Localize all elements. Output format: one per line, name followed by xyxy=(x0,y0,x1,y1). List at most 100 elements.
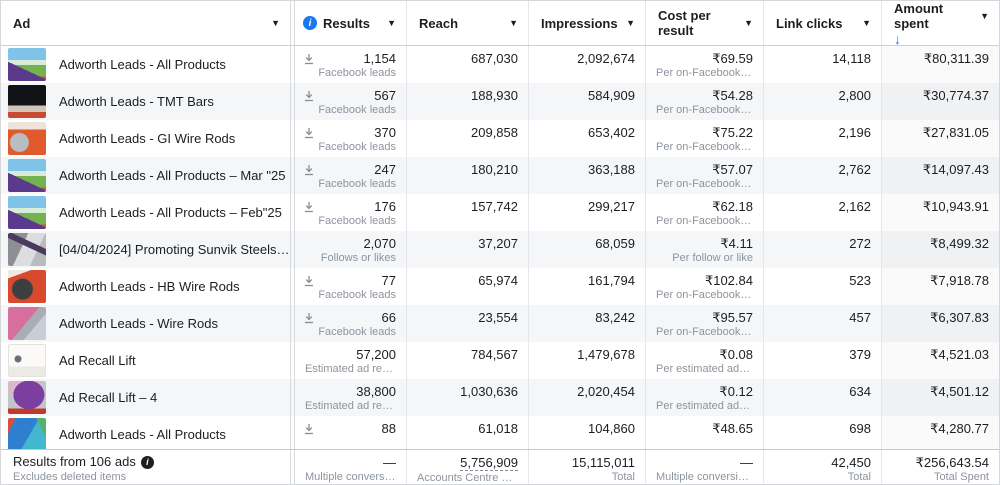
chevron-down-icon[interactable]: ▼ xyxy=(862,18,871,28)
ad-cell[interactable]: Adworth Leads - All Products xyxy=(1,46,290,83)
impressions-value: 2,020,454 xyxy=(577,384,635,399)
reach-cell: 687,030 xyxy=(406,46,528,83)
amount-spent-cell: ₹14,097.43 xyxy=(881,157,999,194)
results-cell: 176 Facebook leads xyxy=(295,194,406,231)
column-header-cost-per-result[interactable]: Cost per result ▼ xyxy=(645,1,763,45)
table-row[interactable]: Ad Recall Lift 57,200 Estimated ad recal… xyxy=(1,342,999,379)
ad-cell[interactable]: Ad Recall Lift – 4 xyxy=(1,379,290,416)
ad-cell[interactable]: Adworth Leads - TMT Bars xyxy=(1,83,290,120)
table-row[interactable]: [04/04/2024] Promoting Sunvik Steels Pvt… xyxy=(1,231,999,268)
ad-name: Adworth Leads - All Products xyxy=(59,427,226,442)
frozen-column-divider xyxy=(290,268,295,305)
table-row[interactable]: Adworth Leads - GI Wire Rods 370 Faceboo… xyxy=(1,120,999,157)
footer-reach-value[interactable]: 5,756,909 xyxy=(460,455,518,471)
results-value: 370 xyxy=(374,125,396,140)
impressions-cell: 363,188 xyxy=(528,157,645,194)
ad-cell[interactable]: Ad Recall Lift xyxy=(1,342,290,379)
download-leads-icon[interactable] xyxy=(303,90,315,102)
cost-per-result-cell: ₹69.59 Per on-Facebook leads xyxy=(645,46,763,83)
table-row[interactable]: Adworth Leads - Wire Rods 66 Facebook le… xyxy=(1,305,999,342)
download-leads-icon[interactable] xyxy=(303,423,315,435)
results-value: 1,154 xyxy=(363,51,396,66)
column-label-ad: Ad xyxy=(13,15,31,31)
reach-value: 209,858 xyxy=(471,125,518,140)
table-row[interactable]: Adworth Leads - HB Wire Rods 77 Facebook… xyxy=(1,268,999,305)
chevron-down-icon[interactable]: ▼ xyxy=(626,18,635,28)
download-leads-icon[interactable] xyxy=(303,53,315,65)
cost-value: ₹4.11 xyxy=(720,236,753,251)
table-row[interactable]: Adworth Leads - All Products 88 61,018 1… xyxy=(1,416,999,449)
download-leads-icon[interactable] xyxy=(303,312,315,324)
link-clicks-cell: 272 xyxy=(763,231,881,268)
footer-clicks-total: 42,450 Total xyxy=(763,450,881,484)
column-header-ad[interactable]: Ad ▼ xyxy=(1,1,290,45)
ad-cell[interactable]: Adworth Leads - All Products – Feb"25 xyxy=(1,194,290,231)
ad-cell[interactable]: Adworth Leads - All Products xyxy=(1,416,290,449)
chevron-down-icon[interactable]: ▼ xyxy=(744,18,753,28)
cost-per-result-cell: ₹48.65 xyxy=(645,416,763,449)
column-header-link-clicks[interactable]: Link clicks ▼ xyxy=(763,1,881,45)
chevron-down-icon[interactable]: ▼ xyxy=(271,18,280,28)
frozen-column-divider xyxy=(290,46,295,83)
column-header-reach[interactable]: Reach ▼ xyxy=(406,1,528,45)
info-icon[interactable]: i xyxy=(303,16,317,30)
chevron-down-icon[interactable]: ▼ xyxy=(387,18,396,28)
footer-cost-caption: Multiple conversions xyxy=(656,471,753,483)
reach-cell: 65,974 xyxy=(406,268,528,305)
download-leads-icon[interactable] xyxy=(303,164,315,176)
ad-name: Adworth Leads - All Products – Feb"25 xyxy=(59,205,282,220)
footer-spent-value: ₹256,643.54 xyxy=(915,455,989,470)
ad-name: Adworth Leads - Wire Rods xyxy=(59,316,218,331)
column-label-reach: Reach xyxy=(419,15,459,31)
link-clicks-cell: 2,196 xyxy=(763,120,881,157)
ad-thumbnail xyxy=(8,48,46,81)
frozen-column-divider xyxy=(290,379,295,416)
results-cell: 57,200 Estimated ad recall lift … xyxy=(295,342,406,379)
cost-caption: Per estimated ad recall… xyxy=(656,363,753,375)
reach-value: 188,930 xyxy=(471,88,518,103)
ad-thumbnail xyxy=(8,159,46,192)
frozen-column-divider xyxy=(290,231,295,268)
impressions-cell: 584,909 xyxy=(528,83,645,120)
column-header-results[interactable]: i Results ▼ xyxy=(295,1,406,45)
frozen-column-divider xyxy=(290,120,295,157)
table-row[interactable]: Adworth Leads - All Products – Feb"25 17… xyxy=(1,194,999,231)
chevron-down-icon[interactable]: ▼ xyxy=(509,18,518,28)
ad-thumbnail xyxy=(8,381,46,414)
amount-spent-cell: ₹4,521.03 xyxy=(881,342,999,379)
results-value: 2,070 xyxy=(363,236,396,251)
ad-cell[interactable]: Adworth Leads - Wire Rods xyxy=(1,305,290,342)
impressions-cell: 68,059 xyxy=(528,231,645,268)
column-header-amount-spent[interactable]: Amount spent ▼ ↓ xyxy=(881,1,999,47)
cost-per-result-cell: ₹54.28 Per on-Facebook leads xyxy=(645,83,763,120)
table-row[interactable]: Adworth Leads - TMT Bars 567 Facebook le… xyxy=(1,83,999,120)
ad-cell[interactable]: Adworth Leads - All Products – Mar "25 xyxy=(1,157,290,194)
link-clicks-cell: 14,118 xyxy=(763,46,881,83)
ad-cell[interactable]: Adworth Leads - HB Wire Rods xyxy=(1,268,290,305)
table-row[interactable]: Ad Recall Lift – 4 38,800 Estimated ad r… xyxy=(1,379,999,416)
results-value: 66 xyxy=(381,310,396,325)
cost-value: ₹69.59 xyxy=(712,51,753,66)
impressions-cell: 2,092,674 xyxy=(528,46,645,83)
download-leads-icon[interactable] xyxy=(303,275,315,287)
chevron-down-icon[interactable]: ▼ xyxy=(980,11,989,21)
ad-cell[interactable]: [04/04/2024] Promoting Sunvik Steels Pvt… xyxy=(1,231,290,268)
ad-thumbnail xyxy=(8,122,46,155)
cost-caption: Per estimated ad recall… xyxy=(656,400,753,412)
info-icon[interactable]: i xyxy=(140,455,154,469)
frozen-column-divider xyxy=(290,157,295,194)
table-row[interactable]: Adworth Leads - All Products – Mar "25 2… xyxy=(1,157,999,194)
sort-descending-icon[interactable]: ↓ xyxy=(894,31,901,47)
download-leads-icon[interactable] xyxy=(303,201,315,213)
results-caption: Facebook leads xyxy=(318,67,396,79)
column-header-impressions[interactable]: Impressions ▼ xyxy=(528,1,645,45)
impressions-value: 1,479,678 xyxy=(577,347,635,362)
ad-cell[interactable]: Adworth Leads - GI Wire Rods xyxy=(1,120,290,157)
footer-results-count: Results from 106 ads xyxy=(13,454,136,469)
footer-cost-value: — xyxy=(740,455,753,470)
reach-cell: 180,210 xyxy=(406,157,528,194)
results-value: 88 xyxy=(381,421,396,436)
table-row[interactable]: Adworth Leads - All Products 1,154 Faceb… xyxy=(1,46,999,83)
results-caption: Facebook leads xyxy=(318,289,396,301)
download-leads-icon[interactable] xyxy=(303,127,315,139)
